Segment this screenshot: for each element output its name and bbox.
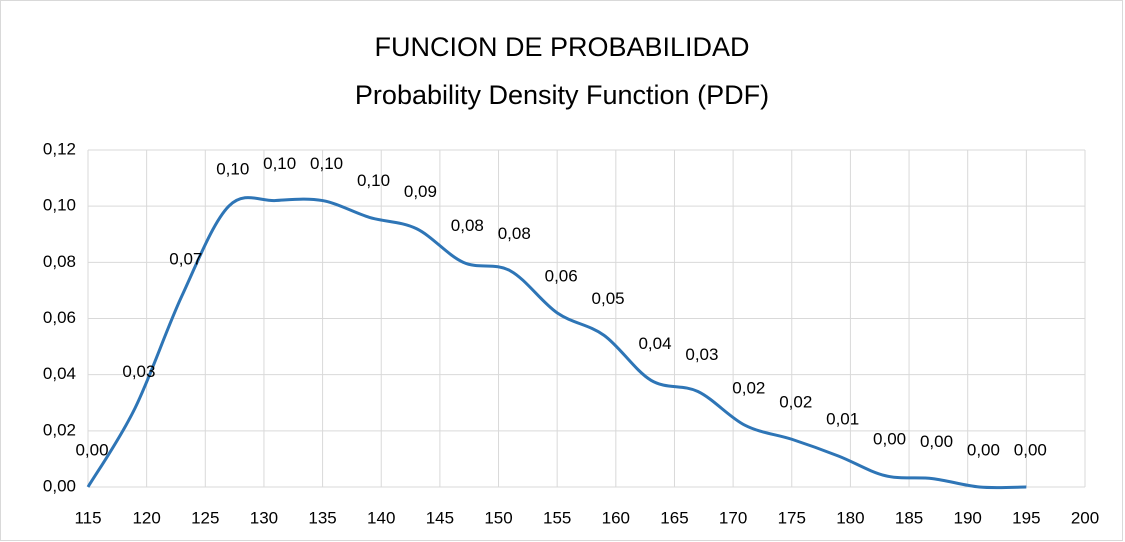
data-label: 0,06 — [545, 266, 578, 285]
data-label: 0,00 — [920, 432, 953, 451]
x-tick-label: 175 — [778, 508, 806, 527]
data-label: 0,03 — [685, 345, 718, 364]
x-tick-label: 190 — [954, 508, 982, 527]
data-label: 0,05 — [592, 289, 625, 308]
y-tick-label: 0,12 — [43, 139, 76, 158]
data-label: 0,10 — [310, 154, 343, 173]
x-tick-label: 150 — [484, 508, 512, 527]
y-tick-label: 0,06 — [43, 308, 76, 327]
x-tick-label: 180 — [836, 508, 864, 527]
x-tick-label: 165 — [660, 508, 688, 527]
y-tick-label: 0,00 — [43, 476, 76, 495]
x-tick-label: 140 — [367, 508, 395, 527]
series-line — [86, 196, 1027, 490]
x-tick-label: 120 — [132, 508, 160, 527]
data-label: 0,00 — [873, 429, 906, 448]
x-tick-label: 160 — [602, 508, 630, 527]
data-label: 0,04 — [638, 334, 671, 353]
x-tick-label: 200 — [1071, 508, 1099, 527]
data-label: 0,07 — [169, 250, 202, 269]
data-label: 0,10 — [263, 154, 296, 173]
data-label: 0,00 — [967, 440, 1000, 459]
chart-title: FUNCION DE PROBABILIDAD — [374, 32, 749, 62]
chart-subtitle: Probability Density Function (PDF) — [355, 80, 769, 110]
x-tick-label: 115 — [74, 508, 101, 527]
data-label: 0,02 — [732, 379, 765, 398]
x-tick-label: 135 — [308, 508, 336, 527]
x-tick-label: 145 — [426, 508, 454, 527]
data-label: 0,09 — [404, 182, 437, 201]
data-label: 0,00 — [1014, 440, 1047, 459]
x-tick-label: 130 — [250, 508, 278, 527]
x-tick-label: 195 — [1012, 508, 1040, 527]
y-tick-label: 0,02 — [43, 420, 76, 439]
data-label: 0,03 — [122, 362, 155, 381]
x-tick-label: 125 — [191, 508, 219, 527]
data-label: 0,08 — [451, 216, 484, 235]
y-tick-label: 0,04 — [43, 364, 76, 383]
data-label: 0,00 — [75, 440, 108, 459]
data-label: 0,08 — [498, 224, 531, 243]
x-tick-label: 170 — [719, 508, 747, 527]
y-tick-label: 0,08 — [43, 252, 76, 271]
data-label: 0,02 — [779, 393, 812, 412]
data-label: 0,01 — [826, 410, 859, 429]
data-label: 0,10 — [216, 160, 249, 179]
y-tick-label: 0,10 — [43, 196, 76, 215]
x-tick-label: 185 — [895, 508, 923, 527]
x-tick-label: 155 — [543, 508, 571, 527]
data-label: 0,10 — [357, 171, 390, 190]
